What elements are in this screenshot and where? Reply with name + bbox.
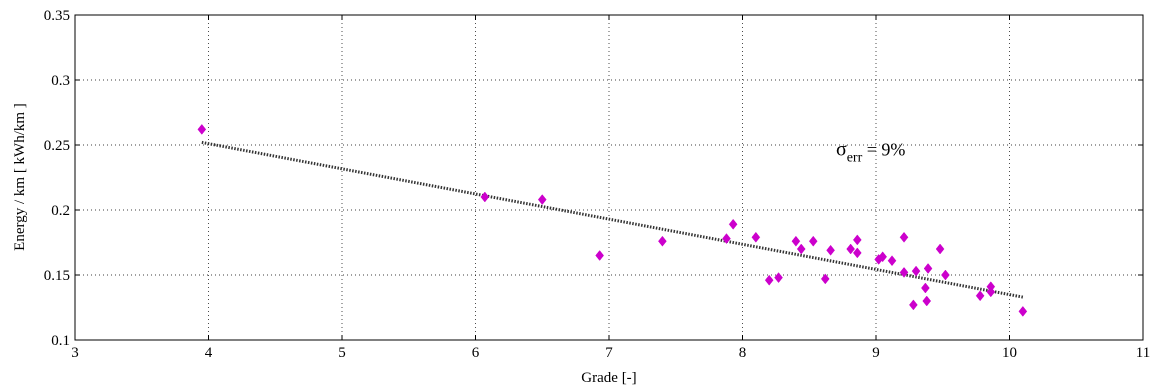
data-point <box>1018 305 1028 317</box>
x-tick-label: 9 <box>872 345 880 361</box>
x-tick-label: 8 <box>739 345 747 361</box>
annotation-subscript: err <box>847 150 863 165</box>
y-tick-label: 0.15 <box>44 268 70 284</box>
data-point <box>921 282 930 294</box>
x-tick-label: 6 <box>472 345 480 361</box>
data-point <box>911 265 921 277</box>
x-tick-label: 10 <box>1002 345 1017 361</box>
x-tick-label: 5 <box>338 345 346 361</box>
x-tick-label: 11 <box>1136 345 1150 361</box>
data-point <box>480 191 490 203</box>
data-point <box>986 281 996 293</box>
data-point <box>826 244 835 256</box>
y-axis-ticks: 0.1 0.15 0.2 0.25 0.3 0.35 <box>44 8 1143 349</box>
data-point <box>796 243 806 255</box>
error-annotation: σerr = 9% <box>836 138 905 165</box>
data-point <box>791 235 801 247</box>
data-point <box>537 194 547 206</box>
data-point <box>922 295 932 307</box>
data-points <box>197 123 1028 317</box>
data-point <box>197 123 207 135</box>
x-axis-ticks: 3 4 5 6 7 8 9 10 11 <box>71 15 1150 361</box>
trendline <box>201 140 1024 299</box>
x-tick-label: 4 <box>205 345 213 361</box>
data-point <box>852 234 862 246</box>
data-point <box>846 243 855 255</box>
data-point <box>808 235 818 247</box>
trendline-group <box>201 140 1024 299</box>
data-point <box>935 243 945 255</box>
annotation-symbol: σ <box>836 138 847 160</box>
x-axis-label: Grade [-] <box>581 370 636 386</box>
plot-area <box>75 15 1143 340</box>
data-point <box>595 250 604 261</box>
data-point <box>899 266 909 278</box>
data-point <box>852 247 862 259</box>
y-tick-label: 0.2 <box>51 203 70 219</box>
data-point <box>722 233 731 245</box>
data-point <box>764 274 774 286</box>
data-point <box>899 231 909 243</box>
data-point <box>941 269 950 281</box>
y-tick-label: 0.3 <box>51 73 70 89</box>
y-axis-label: Energy / km [ kWh/km ] <box>12 103 28 251</box>
y-tick-label: 0.25 <box>44 138 70 154</box>
data-point <box>820 273 830 285</box>
data-point <box>887 255 897 267</box>
data-point <box>658 235 667 247</box>
annotation-value: = 9% <box>862 139 905 159</box>
x-tick-label: 3 <box>71 345 79 361</box>
data-point <box>909 299 918 311</box>
x-tick-label: 7 <box>605 345 613 361</box>
y-tick-label: 0.1 <box>51 333 70 349</box>
data-point <box>975 290 985 302</box>
data-point <box>878 251 887 263</box>
data-point <box>728 218 738 230</box>
data-point <box>751 231 761 243</box>
data-point <box>774 272 783 284</box>
y-tick-label: 0.35 <box>44 8 70 24</box>
data-point <box>923 263 933 274</box>
